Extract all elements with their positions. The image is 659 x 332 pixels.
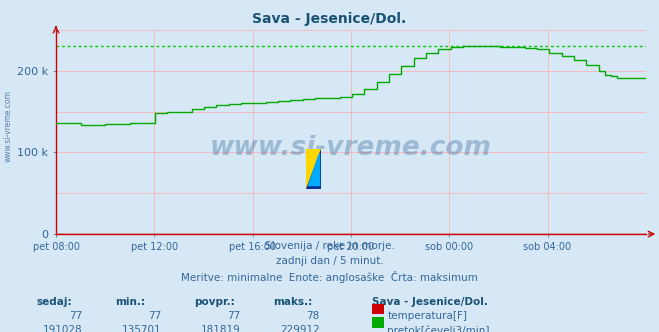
Text: www.si-vreme.com: www.si-vreme.com xyxy=(210,135,492,161)
Text: 77: 77 xyxy=(227,311,241,321)
Text: 181819: 181819 xyxy=(201,325,241,332)
Text: 135701: 135701 xyxy=(122,325,161,332)
Text: min.:: min.: xyxy=(115,297,146,307)
Text: 77: 77 xyxy=(148,311,161,321)
Text: zadnji dan / 5 minut.: zadnji dan / 5 minut. xyxy=(275,256,384,266)
Text: 229912: 229912 xyxy=(280,325,320,332)
Polygon shape xyxy=(306,149,321,189)
Text: temperatura[F]: temperatura[F] xyxy=(387,311,467,321)
Text: Sava - Jesenice/Dol.: Sava - Jesenice/Dol. xyxy=(372,297,488,307)
Text: sedaj:: sedaj: xyxy=(36,297,72,307)
Text: 191028: 191028 xyxy=(43,325,82,332)
Text: pretok[čevelj3/min]: pretok[čevelj3/min] xyxy=(387,325,490,332)
Polygon shape xyxy=(308,153,320,185)
Text: maks.:: maks.: xyxy=(273,297,313,307)
Polygon shape xyxy=(306,149,321,189)
Text: 78: 78 xyxy=(306,311,320,321)
Text: povpr.:: povpr.: xyxy=(194,297,235,307)
Text: 77: 77 xyxy=(69,311,82,321)
Text: www.si-vreme.com: www.si-vreme.com xyxy=(4,90,13,162)
Text: Meritve: minimalne  Enote: anglosaške  Črta: maksimum: Meritve: minimalne Enote: anglosaške Črt… xyxy=(181,271,478,283)
Text: Sava - Jesenice/Dol.: Sava - Jesenice/Dol. xyxy=(252,12,407,26)
Text: Slovenija / reke in morje.: Slovenija / reke in morje. xyxy=(264,241,395,251)
